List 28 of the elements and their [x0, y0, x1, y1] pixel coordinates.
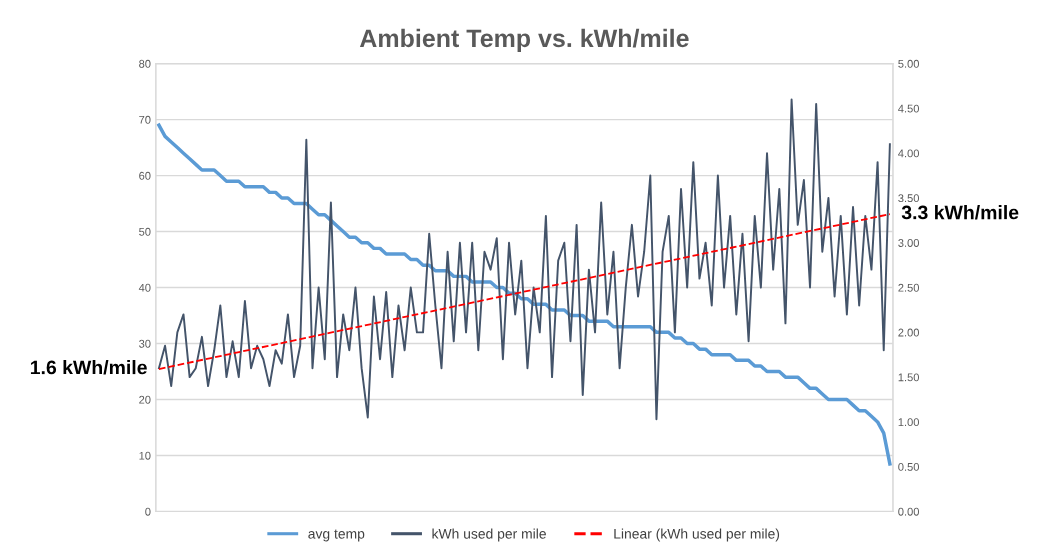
y2-tick-label: 4.00 [898, 149, 919, 158]
y-tick-label: 40 [138, 283, 151, 292]
y-tick-label: 70 [139, 115, 151, 124]
y-tick-label: 10 [139, 451, 151, 460]
y2-tick-label: 4.50 [898, 104, 919, 113]
line-series [157, 98, 891, 421]
y2-tick-label: 2.50 [898, 283, 919, 292]
legend-label: avg temp [308, 529, 365, 542]
y-tick-label: 30 [139, 339, 151, 348]
y-tick-label: 20 [139, 395, 151, 404]
line-series [157, 123, 892, 466]
y-tick-label: 50 [139, 227, 151, 236]
y2-tick-label: 2.00 [898, 328, 919, 337]
y2-tick-label: 1.50 [898, 373, 919, 382]
text: 3.3 kWh/mile [901, 205, 1019, 220]
y2-tick-label: 1.00 [898, 418, 919, 427]
y2-tick-label: 5.00 [898, 59, 919, 68]
legend-label: Linear (kWh used per mile) [614, 528, 780, 542]
y-tick-label: 60 [139, 171, 151, 180]
y2-tick-label: 3.50 [898, 194, 919, 203]
y-tick-label: 80 [139, 59, 151, 68]
y2-tick-label: 0.00 [898, 507, 919, 516]
y2-tick-label: 0.50 [898, 463, 919, 471]
chart-title: Ambient Temp vs. kWh/mile [359, 28, 689, 53]
y-tick-label: 0 [145, 507, 151, 516]
text: 1.6 kWh/mile [30, 360, 147, 375]
legend-label: kWh used per mile [432, 528, 546, 542]
y2-tick-label: 3.00 [898, 239, 919, 247]
